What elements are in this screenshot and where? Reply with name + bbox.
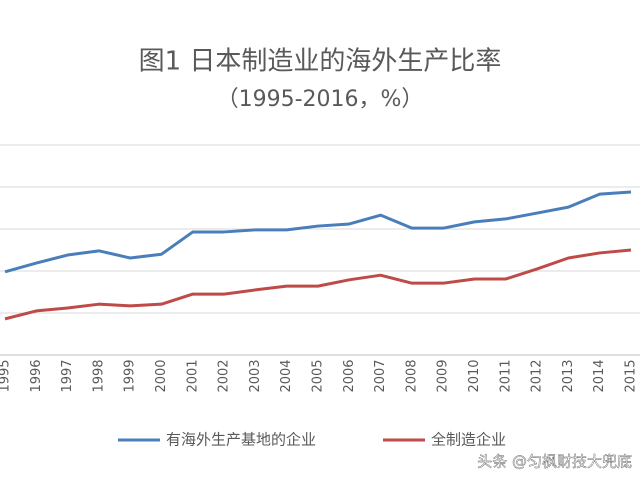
data-line bbox=[4, 190, 632, 274]
watermark: 头条 @匀枫财技大兜底 bbox=[477, 453, 632, 471]
x-tick-label: 2015 bbox=[624, 359, 639, 392]
chart-title: 图1 日本制造业的海外生产比率 bbox=[139, 47, 502, 77]
chart-subtitle: （1995-2016，%） bbox=[217, 87, 424, 112]
x-tick-label: 2012 bbox=[530, 359, 545, 392]
x-tick-label: 2005 bbox=[311, 359, 326, 392]
x-tick-label: 2009 bbox=[436, 359, 451, 392]
legend-label: 全制造企业 bbox=[431, 431, 506, 449]
x-tick-label: 1998 bbox=[91, 359, 106, 392]
x-tick-label: 2010 bbox=[467, 359, 482, 392]
x-tick-label: 2013 bbox=[561, 359, 576, 392]
x-tick-label: 1996 bbox=[29, 359, 44, 392]
x-tick-label: 1995 bbox=[0, 359, 13, 392]
legend-label: 有海外生产基地的企业 bbox=[166, 431, 316, 449]
x-tick-label: 1997 bbox=[60, 359, 75, 392]
x-tick-label: 2000 bbox=[154, 359, 169, 392]
x-tick-label: 2007 bbox=[373, 359, 388, 392]
x-tick-label: 2004 bbox=[279, 359, 294, 392]
x-tick-label: 2008 bbox=[404, 359, 419, 392]
x-tick-label: 2006 bbox=[342, 359, 357, 392]
x-tick-label: 2011 bbox=[498, 359, 513, 392]
x-tick-label: 2001 bbox=[185, 359, 200, 392]
x-tick-label: 2014 bbox=[592, 359, 607, 392]
x-tick-label: 2003 bbox=[248, 359, 263, 392]
x-tick-label: 1999 bbox=[123, 359, 138, 392]
data-line bbox=[4, 248, 632, 321]
x-tick-label: 2002 bbox=[217, 359, 232, 392]
